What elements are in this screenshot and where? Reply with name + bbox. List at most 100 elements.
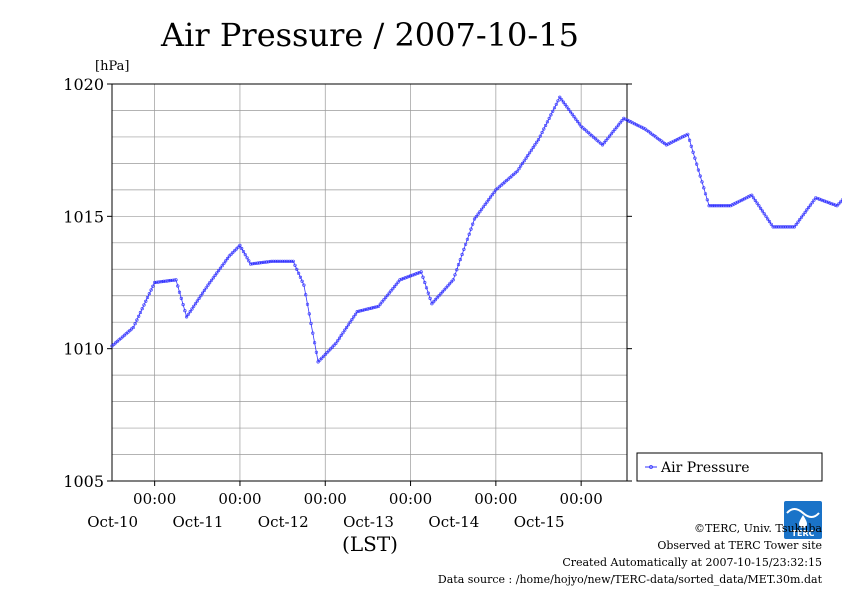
data-point <box>403 276 407 280</box>
data-point <box>401 276 406 281</box>
data-point <box>590 134 594 138</box>
data-point <box>241 250 246 254</box>
x-tick-time-label: 00:00 <box>389 490 432 508</box>
data-point <box>417 271 422 275</box>
x-axis-label: (LST) <box>342 532 398 556</box>
data-point <box>695 162 699 166</box>
data-point <box>558 95 562 99</box>
data-point <box>766 217 770 221</box>
data-point <box>423 280 427 285</box>
data-point <box>629 120 633 124</box>
data-point <box>456 263 461 267</box>
data-point <box>531 145 535 150</box>
series-line <box>111 96 842 363</box>
data-point <box>257 261 262 265</box>
data-point <box>220 264 224 268</box>
legend: Air Pressure <box>636 452 823 482</box>
data-point <box>316 360 320 364</box>
data-point <box>185 315 189 319</box>
data-point <box>778 225 782 229</box>
data-point <box>357 309 361 313</box>
data-point <box>632 122 637 126</box>
data-point <box>467 232 471 236</box>
data-point <box>327 349 331 353</box>
data-point <box>439 292 443 296</box>
data-point <box>236 245 240 249</box>
data-point <box>217 269 221 273</box>
data-point <box>668 141 672 145</box>
data-point <box>247 259 251 263</box>
data-point <box>149 288 153 292</box>
data-point <box>288 259 292 263</box>
data-point <box>737 199 741 203</box>
data-point <box>552 106 557 110</box>
data-point <box>538 134 542 138</box>
data-point <box>812 198 816 202</box>
observed-text: Observed at TERC Tower site <box>657 539 822 552</box>
data-point <box>426 291 430 295</box>
data-point <box>758 206 763 210</box>
source-text: Data source : /home/hojyo/new/TERC-data/… <box>437 573 822 586</box>
data-point <box>744 196 749 200</box>
data-point <box>551 109 555 113</box>
data-point <box>774 225 779 229</box>
logo-wave <box>786 508 820 518</box>
data-point <box>444 286 448 290</box>
data-point <box>341 331 345 335</box>
data-point <box>151 284 155 288</box>
data-point <box>792 225 797 229</box>
data-point <box>227 254 231 258</box>
data-point <box>702 186 706 190</box>
data-point <box>806 205 811 210</box>
data-point <box>286 259 290 263</box>
data-point <box>435 296 439 300</box>
data-point <box>705 198 709 202</box>
data-point <box>746 195 750 199</box>
x-tick-date-label: Oct-15 <box>514 513 565 531</box>
data-point <box>313 341 317 345</box>
data-point <box>805 208 809 212</box>
data-point <box>549 113 553 117</box>
data-point <box>179 296 183 301</box>
data-point <box>554 102 558 106</box>
data-point <box>680 135 685 139</box>
data-point <box>515 169 519 173</box>
data-point <box>428 296 432 301</box>
data-point <box>501 182 505 186</box>
logo-drop <box>799 515 807 528</box>
data-point <box>481 205 486 209</box>
y-tick-label: 1010 <box>63 340 104 359</box>
data-point <box>284 259 288 263</box>
plot-frame <box>111 83 628 482</box>
data-point <box>641 126 645 130</box>
data-point <box>277 259 281 263</box>
data-point <box>773 225 777 229</box>
data-point <box>361 308 365 312</box>
data-point <box>142 303 146 307</box>
data-point <box>799 215 804 219</box>
data-point <box>769 222 773 226</box>
data-point <box>794 222 798 227</box>
data-point <box>679 136 683 140</box>
data-point <box>808 203 813 207</box>
data-point <box>112 342 116 347</box>
data-point <box>822 199 827 203</box>
data-point <box>272 259 276 263</box>
data-point <box>563 102 567 107</box>
data-point <box>666 142 670 146</box>
data-point <box>611 130 615 134</box>
data-point <box>234 247 238 251</box>
x-axis: 00:00 Oct-10 00:00 Oct-11 00:00 Oct-12 00:00 Oc… <box>87 481 603 531</box>
data-point <box>732 202 736 206</box>
data-point <box>607 134 612 138</box>
data-point <box>268 259 272 264</box>
data-point <box>144 299 148 303</box>
data-point <box>712 204 717 208</box>
data-point <box>536 138 541 142</box>
data-point <box>487 198 491 202</box>
legend-box <box>636 452 823 482</box>
data-point <box>460 252 464 257</box>
data-point <box>524 156 528 160</box>
data-point <box>359 309 363 313</box>
data-point <box>620 118 624 123</box>
